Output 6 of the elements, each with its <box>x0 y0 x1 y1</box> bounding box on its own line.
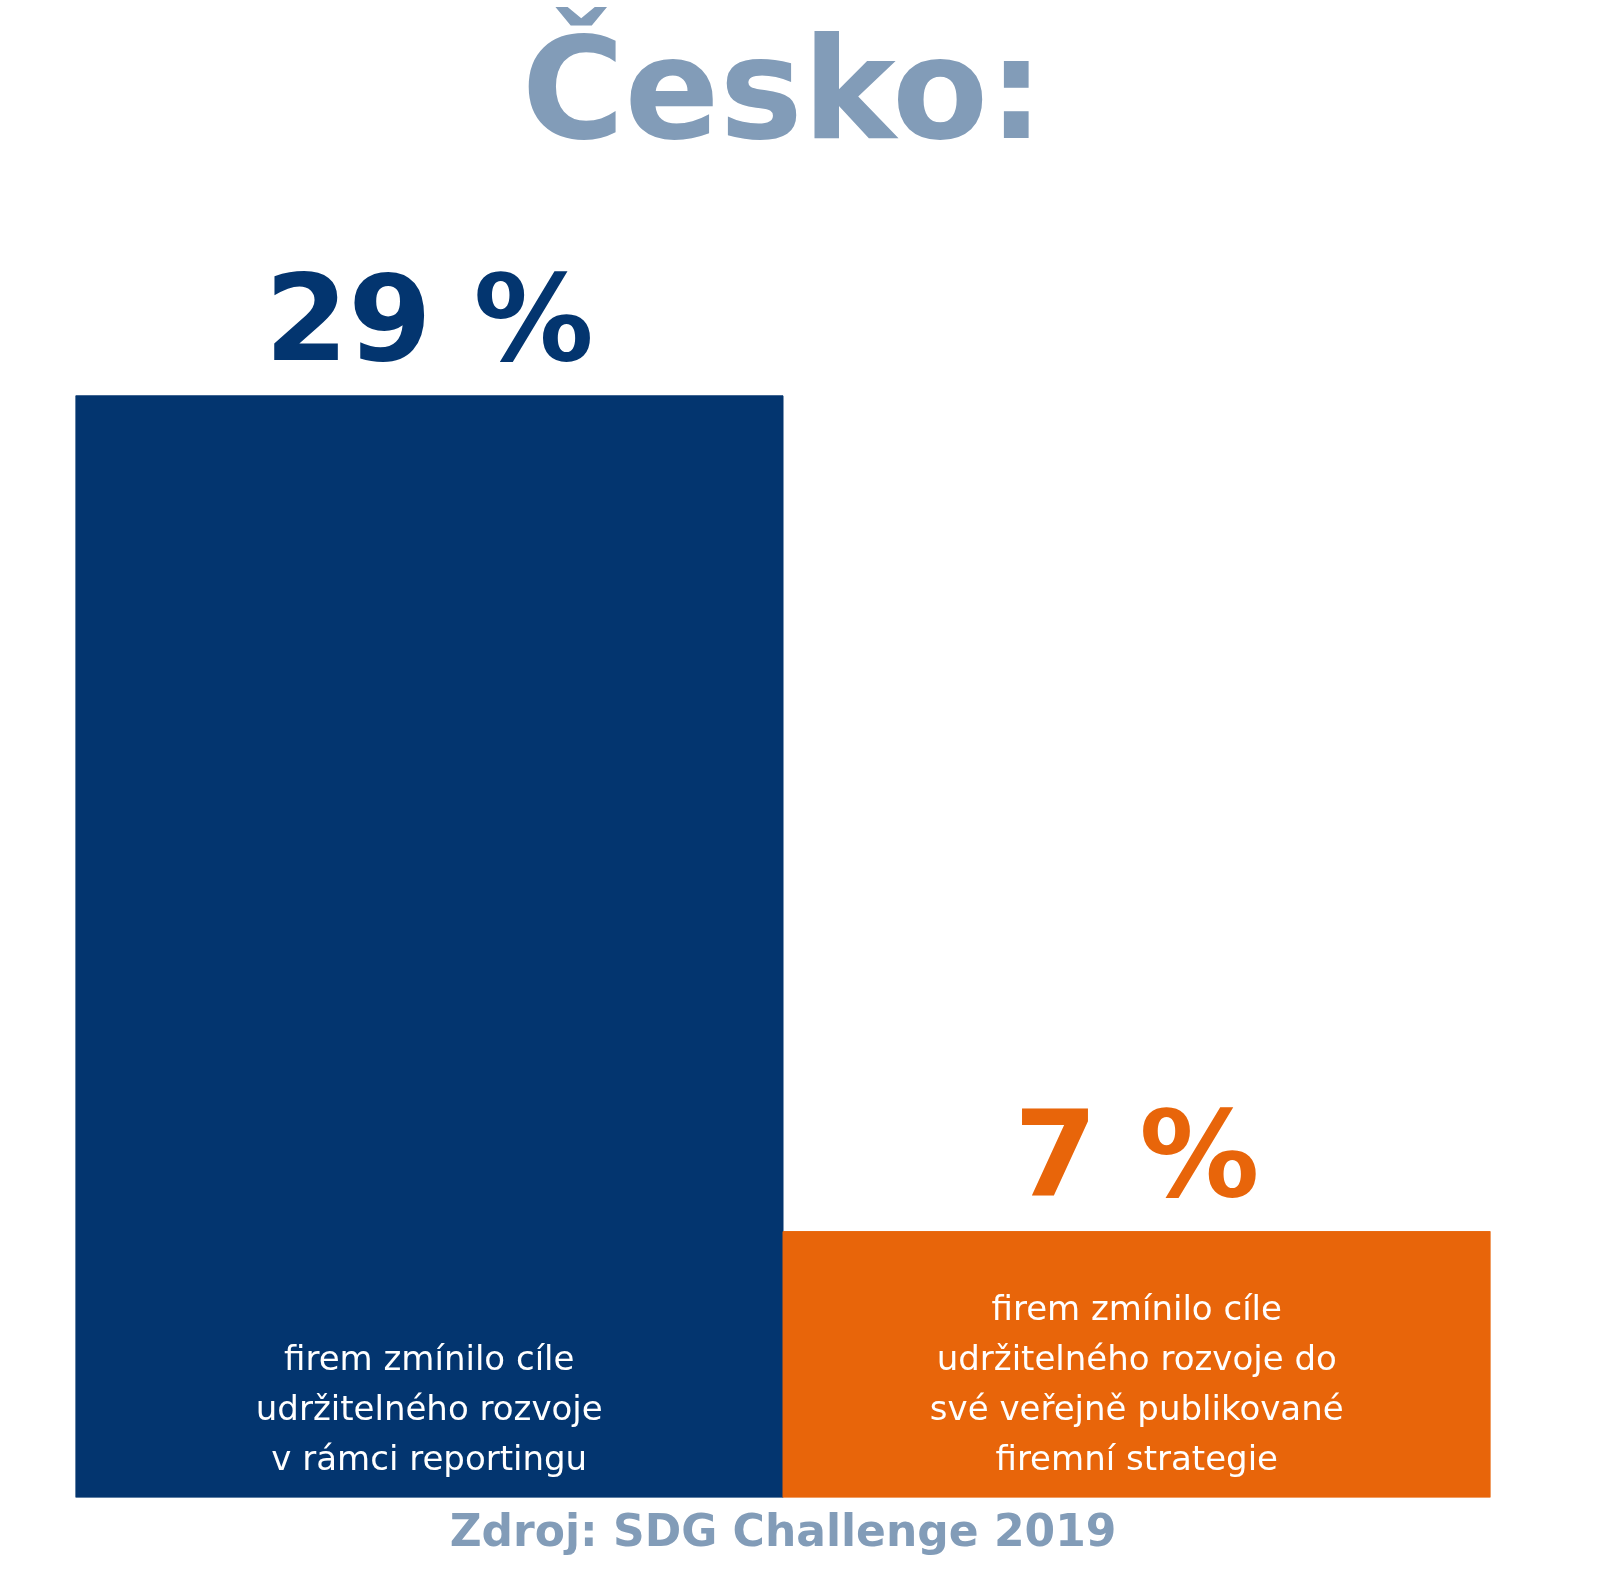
text: Zdroj: SDG Challenge 2019 <box>449 1504 1117 1556</box>
x-tick-label: firem zmínilo cíle udržitelného rozvoje do své veřejně publikované firemní strategie <box>929 1287 1344 1478</box>
x-tick-label: firem zmínilo cíle udržitelného rozvoje v rámci reportingu <box>255 1337 603 1478</box>
data-label: 7 % <box>1014 1084 1260 1224</box>
data-label: 29 % <box>264 248 594 388</box>
chart-title: Česko: <box>521 6 1045 171</box>
